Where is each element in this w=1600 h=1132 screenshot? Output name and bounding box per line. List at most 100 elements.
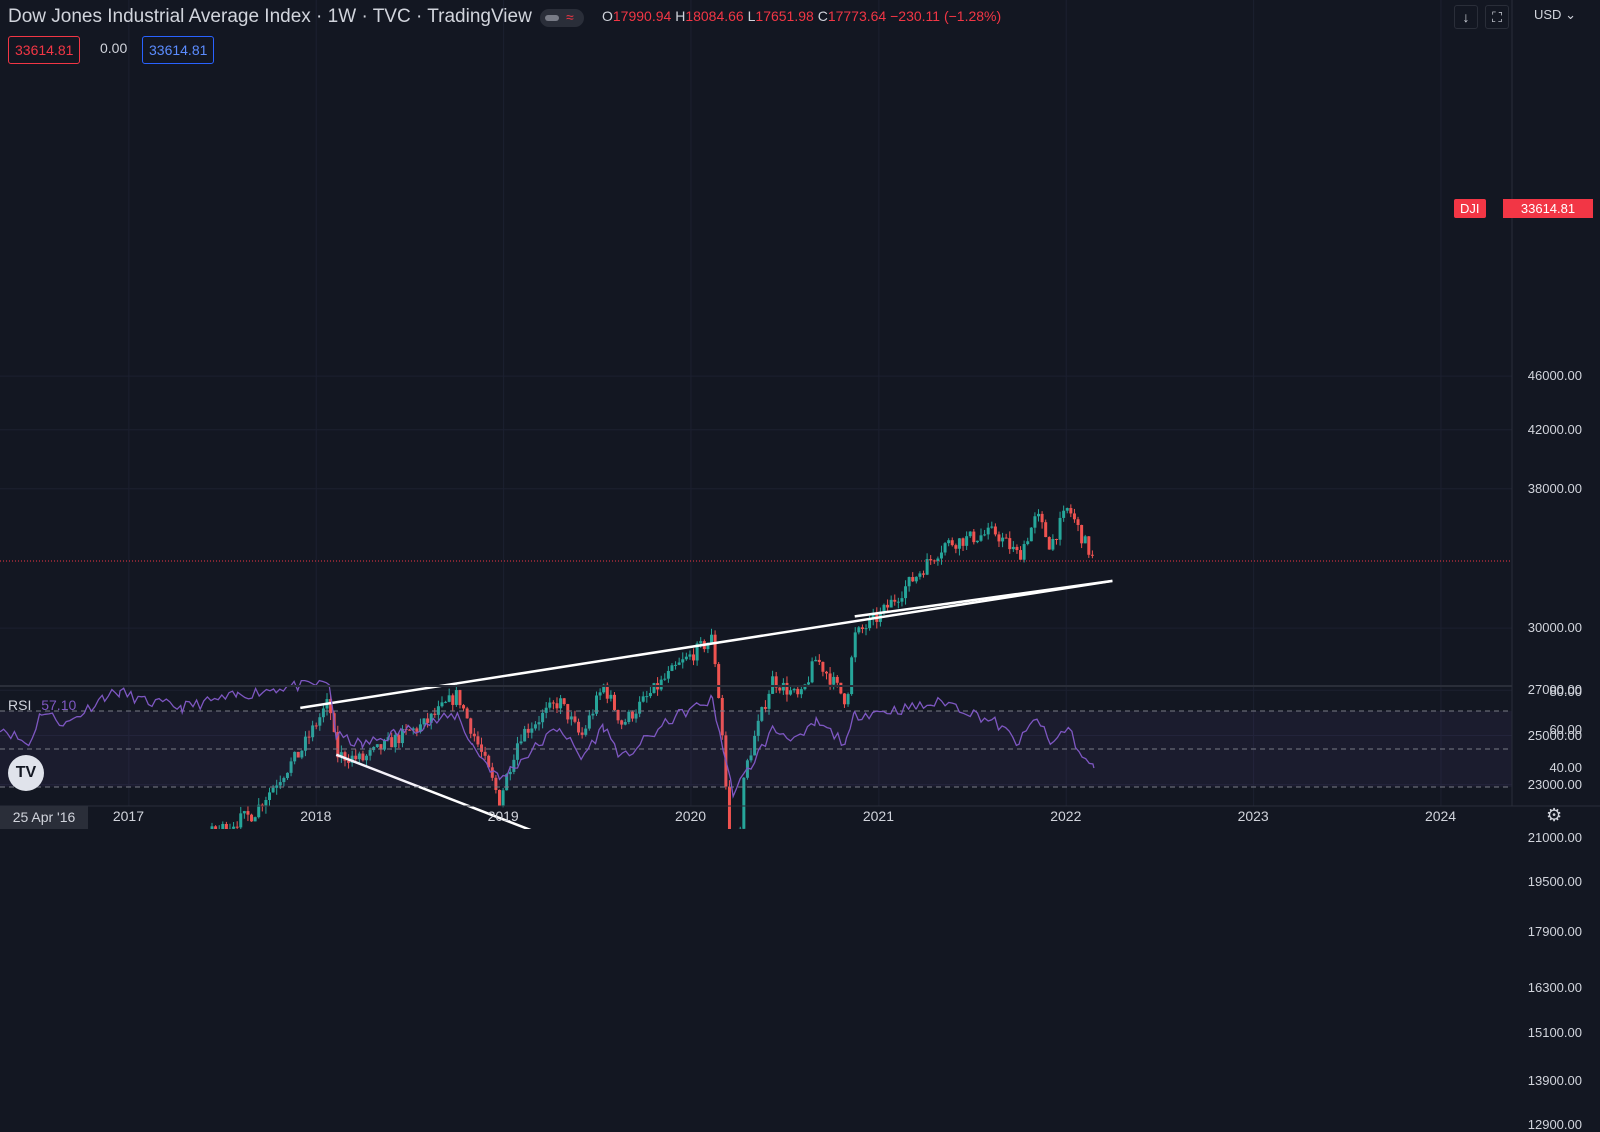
candle-body: [904, 586, 907, 598]
trendline-upper: [300, 581, 1112, 708]
candle-body: [1008, 538, 1011, 549]
candle-body: [681, 659, 684, 662]
candle-body: [857, 627, 860, 632]
candle-body: [243, 811, 246, 813]
candle-body: [710, 635, 713, 643]
time-axis-label: 2021: [863, 808, 894, 824]
time-axis-label: 2018: [300, 808, 331, 824]
candle-body: [1026, 541, 1029, 544]
candle-body: [861, 627, 864, 629]
candle-body: [221, 824, 224, 829]
tradingview-logo-icon[interactable]: TV: [8, 755, 44, 791]
currency-label: USD: [1534, 7, 1561, 22]
candle-body: [692, 654, 695, 660]
candle-body: [1001, 538, 1004, 542]
buy-price-button[interactable]: 33614.81: [142, 36, 214, 64]
candle-body: [890, 600, 893, 608]
currency-selector[interactable]: USD ⌄: [1534, 7, 1576, 23]
candle-body: [236, 827, 239, 828]
candle-body: [1080, 525, 1083, 543]
fullscreen-icon[interactable]: ⛶: [1485, 5, 1509, 29]
candle-body: [239, 813, 242, 827]
rsi-axis-label: 60.00: [1549, 722, 1582, 737]
candle-body: [458, 690, 461, 705]
candle-body: [918, 573, 921, 576]
candle-body: [552, 702, 555, 703]
candle-body: [563, 698, 566, 704]
rsi-legend[interactable]: RSI 57.10: [8, 697, 76, 713]
sell-price-button[interactable]: 33614.81: [8, 36, 80, 64]
candle-body: [886, 605, 889, 608]
candle-body: [969, 532, 972, 537]
price-axis-label: 46000.00: [1528, 368, 1582, 383]
price-axis-label: 16300.00: [1528, 980, 1582, 995]
candle-body: [865, 628, 868, 629]
price-axis-label: 13900.00: [1528, 1073, 1582, 1088]
candle-body: [670, 665, 673, 671]
candle-body: [1062, 511, 1065, 518]
ohlc-readout: O17990.94 H18084.66 L17651.98 C17773.64 …: [602, 8, 1001, 24]
candle-body: [940, 553, 943, 559]
candle-body: [965, 536, 968, 546]
candle-body: [850, 657, 853, 694]
arrow-down-icon[interactable]: ↓: [1454, 5, 1478, 29]
rsi-name: RSI: [8, 697, 31, 713]
chevron-down-icon: ⌄: [1565, 7, 1576, 22]
candle-body: [908, 577, 911, 586]
candle-body: [246, 811, 249, 815]
candle-body: [559, 698, 562, 708]
candle-body: [272, 788, 275, 793]
candle-body: [225, 824, 228, 829]
candle-body: [1041, 514, 1044, 522]
time-axis-label: 2024: [1425, 808, 1456, 824]
candle-body: [678, 662, 681, 664]
candle-body: [268, 792, 271, 800]
candle-body: [728, 786, 731, 829]
candle-body: [789, 690, 792, 694]
candle-body: [1044, 522, 1047, 537]
indicator-toggle[interactable]: ≈: [540, 9, 584, 27]
candle-body: [947, 540, 950, 543]
candle-body: [1091, 555, 1094, 556]
candle-body: [444, 702, 447, 703]
candle-body: [548, 702, 551, 707]
candle-body: [254, 817, 257, 821]
grid-lines: [0, 0, 1512, 829]
candle-body: [814, 660, 817, 661]
candle-body: [915, 577, 918, 582]
candle-body: [832, 677, 835, 685]
candle-body: [821, 662, 824, 672]
candle-body: [609, 695, 612, 699]
candle-body: [688, 654, 691, 656]
candle-body: [843, 693, 846, 704]
candle-body: [811, 661, 814, 682]
symbol-tag: DJI: [1454, 199, 1486, 218]
candle-body: [929, 559, 932, 560]
candle-body: [502, 790, 505, 806]
candle-body: [793, 689, 796, 690]
change-value: −230.11 (−1.28%): [890, 8, 1001, 24]
close-label: C: [818, 8, 828, 24]
gear-icon[interactable]: ⚙: [1546, 805, 1562, 826]
candle-body: [994, 527, 997, 535]
candle-body: [796, 689, 799, 694]
chart-title[interactable]: Dow Jones Industrial Average Index · 1W …: [8, 6, 532, 28]
candle-body: [836, 677, 839, 683]
time-axis-label: 2022: [1050, 808, 1081, 824]
candle-body: [767, 694, 770, 709]
candle-body: [893, 600, 896, 602]
candle-body: [462, 705, 465, 708]
candle-body: [1077, 519, 1080, 525]
candle-body: [951, 540, 954, 545]
candle-body: [972, 532, 975, 543]
open-value: 17990.94: [613, 8, 671, 24]
low-value: 17651.98: [755, 8, 813, 24]
candle-body: [962, 538, 965, 546]
candle-body: [882, 605, 885, 612]
candle-body: [448, 695, 451, 702]
candle-body: [1051, 539, 1054, 550]
last-price-tag: 33614.81: [1503, 199, 1593, 218]
candle-body: [455, 690, 458, 705]
chart-canvas[interactable]: [0, 0, 1600, 829]
candle-body: [807, 682, 810, 684]
